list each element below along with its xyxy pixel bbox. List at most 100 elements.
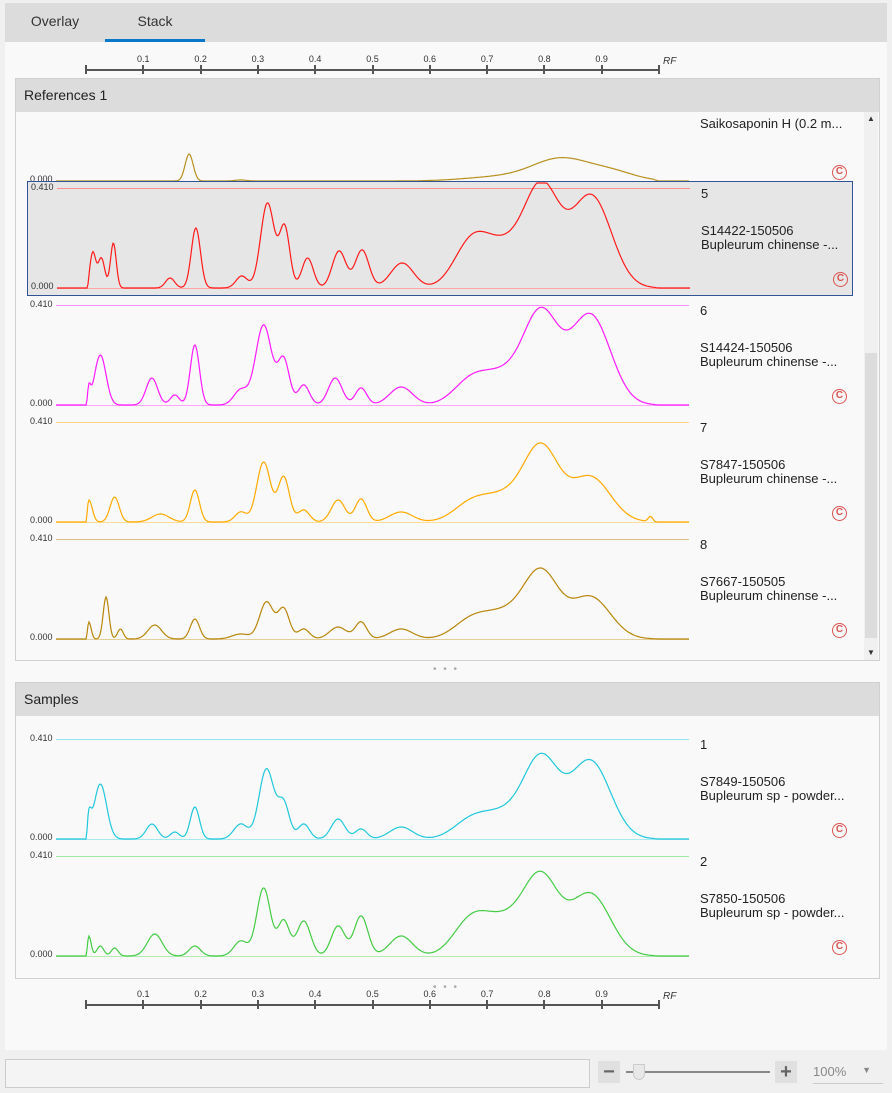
axis-tick [256,1000,259,1009]
samples-panel: Samples 0.000 0.410 1 S7849-150506 Bupleurum… [15,682,880,979]
copyright-icon[interactable]: C [832,165,847,180]
copyright-icon[interactable]: C [832,623,847,638]
track-1[interactable]: 0.000 0.410 1 S7849-150506 Bupleurum sp - po… [16,732,864,847]
axis-tick-label: 0.2 [194,989,207,999]
track-8[interactable]: 0.000 0.410 8 S7667-150505 Bupleurum chinens… [16,532,864,647]
axis-tick-label: 0.8 [538,989,551,999]
axis-tick [658,1000,660,1009]
track-description: Bupleurum chinense -... [701,237,839,252]
axis-tick [371,1000,374,1009]
track-name: S7850-150506 [700,891,786,906]
axis-tick [428,65,431,74]
copyright-icon[interactable]: C [832,940,847,955]
y-min-label: 0.000 [30,832,53,842]
scrollbar-thumb[interactable] [865,353,877,638]
splitter-handle-bottom[interactable]: • • • [432,982,460,993]
track-name: S7847-150506 [700,457,786,472]
y-max-label: 0.410 [30,416,53,426]
track-number: 7 [700,420,708,435]
rf-axis-bottom: 0.1 0.2 0.3 0.4 0.5 0.6 0.7 0.8 0.9 RF [85,989,676,1013]
track-description: Bupleurum chinense -... [700,588,838,603]
axis-tick-label: 0.6 [423,989,437,999]
references-tracks: 0.000 Saikosaponin H (0.2 m... C 0.000 0.410… [16,112,879,660]
axis-tick-label: 0.9 [595,54,608,64]
track-7[interactable]: 0.000 0.410 7 S7847-150506 Bupleurum chinens… [16,415,864,530]
chromatogram-plot [56,422,689,523]
scroll-down-icon[interactable]: ▼ [867,648,875,657]
track-6[interactable]: 0.000 0.410 6 S14424-150506 Bupleurum chinen… [16,298,864,413]
track-2[interactable]: 0.000 0.410 2 S7850-150506 Bupleurum sp - po… [16,849,864,964]
axis-tick [142,65,145,74]
chromatogram-plot [56,539,689,640]
axis-tick [543,1000,546,1009]
y-max-label: 0.410 [30,533,53,543]
axis-tick [256,65,259,74]
chromatogram-plot [56,153,689,182]
axis-unit-label: RF [663,991,677,1002]
axis-tick [486,1000,489,1009]
copyright-icon[interactable]: C [832,389,847,404]
scroll-up-icon[interactable]: ▲ [867,114,875,123]
tab-overlay[interactable]: Overlay [30,13,80,29]
zoom-slider-thumb[interactable] [633,1064,646,1080]
chromatogram-plot [56,739,689,840]
axis-tick [371,65,374,74]
axis-tick-label: 0.9 [595,989,608,999]
axis-tick-label: 0.4 [308,989,322,999]
track-name: S7667-150505 [700,574,786,589]
chromatogram-plot [57,182,690,289]
references-panel: References 1 0.000 Saikosaponin H (0.2 m.… [15,78,880,661]
chromatogram-trace [56,752,689,840]
copyright-icon[interactable]: C [832,506,847,521]
y-min-label: 0.000 [30,515,53,525]
axis-tick [199,1000,202,1009]
axis-tick [600,65,603,74]
track-description: Bupleurum sp - powder... [700,905,845,920]
axis-tick-label: 0.1 [137,54,150,64]
zoom-in-button[interactable]: + [775,1061,797,1083]
samples-header: Samples [16,683,879,716]
axis-tick [314,1000,317,1009]
axis-tick-label: 0.6 [423,54,437,64]
track-5[interactable]: 0.000 0.410 5 S14422-150506 Bupleurum chinen… [27,181,853,296]
track-name: S14422-150506 [701,223,794,238]
track-number: 1 [700,737,708,752]
track-number: 5 [701,186,709,201]
axis-tick-label: 0.7 [480,989,494,999]
axis-tick-label: 0.3 [251,54,265,64]
axis-tick-label: 0.1 [137,989,150,999]
axis-tick [142,1000,145,1009]
chromatogram-plot [56,856,689,957]
chromatogram-plot [56,305,689,406]
chromatogram-trace [57,182,690,289]
zoom-slider[interactable] [626,1071,770,1073]
tab-stack[interactable]: Stack [105,3,205,42]
y-max-label: 0.410 [30,733,53,743]
view-tabs: Overlay Stack [5,3,887,42]
track-number: 6 [700,303,708,318]
zoom-select[interactable]: 100% ▼ [813,1064,883,1084]
copyright-icon[interactable]: C [832,823,847,838]
axis-tick-label: 0.8 [538,54,551,64]
axis-tick-label: 0.3 [251,989,265,999]
zoom-out-button[interactable]: − [598,1061,620,1083]
rf-axis-top: 0.1 0.2 0.3 0.4 0.5 0.6 0.7 0.8 0.9 RF [85,54,676,78]
track-name: S7849-150506 [700,774,786,789]
track-number: 8 [700,537,708,552]
chromatogram-trace [56,153,689,182]
y-max-label: 0.410 [30,850,53,860]
y-min-label: 0.000 [30,174,53,184]
status-input[interactable] [5,1059,590,1088]
zoom-value: 100% [813,1064,847,1079]
scrollbar[interactable]: ▲ ▼ [864,112,878,660]
copyright-icon[interactable]: C [833,272,848,287]
y-min-label: 0.000 [30,949,53,959]
references-header: References 1 [16,79,879,112]
axis-unit-label: RF [663,56,677,67]
axis-tick [199,65,202,74]
axis-tick [600,1000,603,1009]
chromatogram-trace [56,870,689,957]
track-reference[interactable]: 0.000 Saikosaponin H (0.2 m... C [16,116,864,189]
track-description: Bupleurum sp - powder... [700,788,845,803]
splitter-handle[interactable]: • • • [432,664,460,675]
